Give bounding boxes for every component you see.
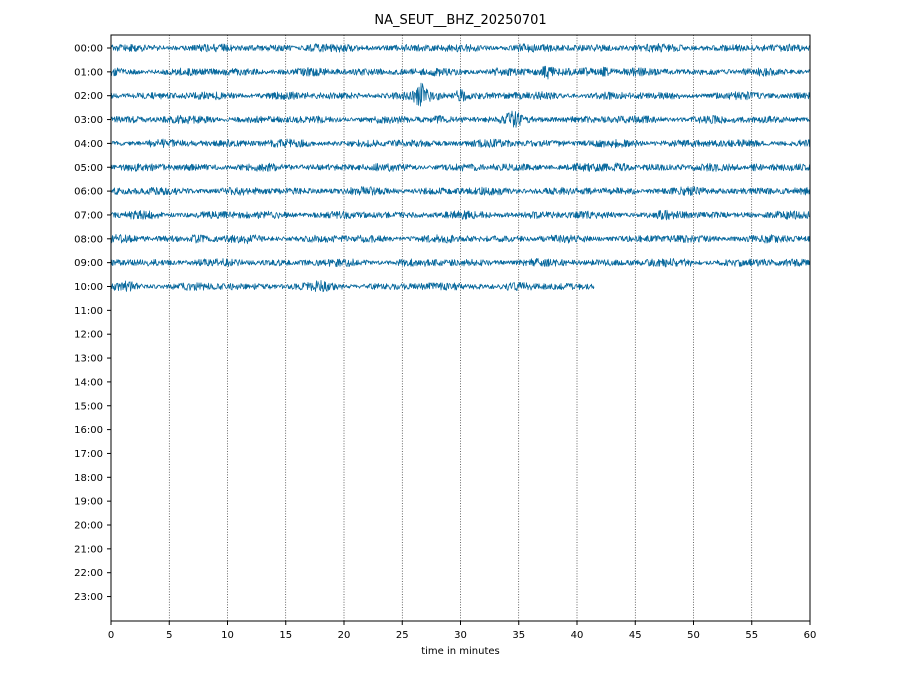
- x-tick-label-5: 5: [166, 630, 172, 641]
- y-tick-label-03:00: 03:00: [74, 115, 103, 126]
- y-tick-label-01:00: 01:00: [74, 67, 103, 78]
- y-tick-label-18:00: 18:00: [74, 473, 103, 484]
- x-tick-label-25: 25: [396, 630, 409, 641]
- y-tick-label-04:00: 04:00: [74, 139, 103, 150]
- trace-09:00: [110, 258, 811, 268]
- seismic-traces: [110, 43, 811, 293]
- x-axis-label: time in minutes: [421, 646, 500, 657]
- trace-05:00: [110, 162, 811, 172]
- y-tick-label-06:00: 06:00: [74, 187, 103, 198]
- x-tick-label-35: 35: [512, 630, 525, 641]
- y-tick-label-16:00: 16:00: [74, 425, 103, 436]
- x-tick-label-50: 50: [687, 630, 700, 641]
- y-tick-label-07:00: 07:00: [74, 210, 103, 221]
- y-tick-label-10:00: 10:00: [74, 282, 103, 293]
- y-tick-label-20:00: 20:00: [74, 521, 103, 532]
- y-tick-label-21:00: 21:00: [74, 544, 103, 555]
- y-tick-label-02:00: 02:00: [74, 91, 103, 102]
- trace-10:00: [110, 280, 595, 293]
- x-tick-label-30: 30: [454, 630, 467, 641]
- x-tick-label-20: 20: [338, 630, 351, 641]
- trace-00:00: [110, 43, 811, 53]
- y-tick-label-11:00: 11:00: [74, 306, 103, 317]
- y-tick-label-00:00: 00:00: [74, 44, 103, 55]
- trace-03:00: [110, 110, 811, 128]
- y-tick-label-05:00: 05:00: [74, 163, 103, 174]
- y-tick-label-08:00: 08:00: [74, 234, 103, 245]
- x-tick-label-60: 60: [804, 630, 817, 641]
- chart-title: NA_SEUT__BHZ_20250701: [374, 13, 546, 28]
- x-axis-ticks: 0 5 10 15 20 25 30 35 40 45 50 55 60: [108, 621, 817, 641]
- y-tick-label-14:00: 14:00: [74, 377, 103, 388]
- y-tick-label-17:00: 17:00: [74, 449, 103, 460]
- x-tick-label-0: 0: [108, 630, 114, 641]
- y-tick-label-13:00: 13:00: [74, 354, 103, 365]
- x-tick-label-10: 10: [221, 630, 234, 641]
- y-tick-label-19:00: 19:00: [74, 497, 103, 508]
- y-tick-label-23:00: 23:00: [74, 592, 103, 603]
- trace-08:00: [110, 233, 811, 245]
- x-tick-label-40: 40: [571, 630, 584, 641]
- y-tick-label-12:00: 12:00: [74, 330, 103, 341]
- plot-area-background: [111, 35, 810, 621]
- x-tick-label-15: 15: [279, 630, 292, 641]
- trace-06:00: [110, 186, 811, 196]
- y-tick-label-09:00: 09:00: [74, 258, 103, 269]
- y-axis-ticks: 00:00 01:00 02:00 03:00 04:00 05:00 06:00 07:00…: [74, 44, 111, 603]
- x-tick-label-55: 55: [745, 630, 758, 641]
- x-tick-label-45: 45: [629, 630, 642, 641]
- trace-02:00: [110, 82, 811, 107]
- y-tick-label-15:00: 15:00: [74, 401, 103, 412]
- trace-04:00: [110, 138, 811, 149]
- y-tick-label-22:00: 22:00: [74, 568, 103, 579]
- trace-01:00: [110, 65, 811, 80]
- trace-07:00: [110, 209, 811, 221]
